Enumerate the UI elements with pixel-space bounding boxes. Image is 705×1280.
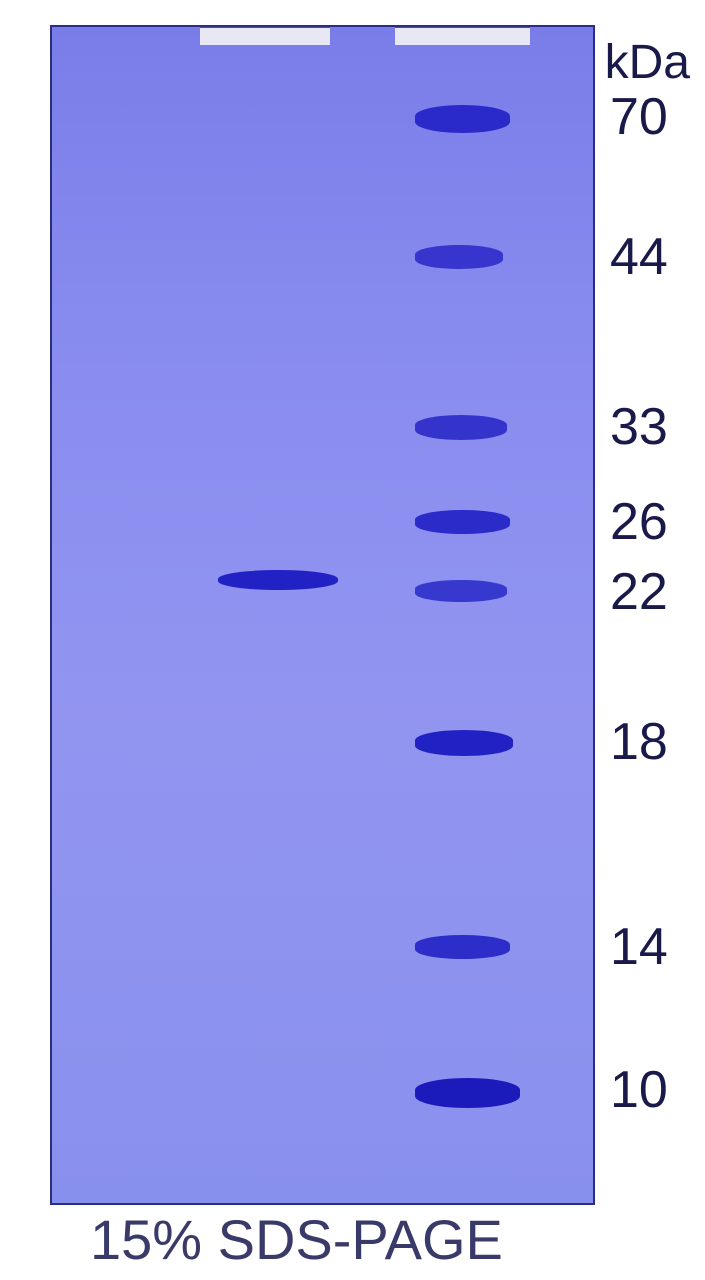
- gel-lane-area: [50, 25, 595, 1205]
- marker-band-70: [415, 105, 510, 133]
- marker-label-10: 10: [610, 1060, 668, 1120]
- sample-band-0: [218, 570, 338, 590]
- molecular-weight-unit: kDa: [605, 35, 690, 90]
- marker-label-26: 26: [610, 492, 668, 552]
- marker-label-33: 33: [610, 397, 668, 457]
- marker-label-22: 22: [610, 562, 668, 622]
- marker-band-26: [415, 510, 510, 534]
- gel-caption: 15% SDS-PAGE: [90, 1207, 503, 1272]
- marker-band-18: [415, 730, 513, 756]
- marker-band-44: [415, 245, 503, 269]
- marker-band-10: [415, 1078, 520, 1108]
- marker-label-44: 44: [610, 227, 668, 287]
- marker-band-33: [415, 415, 507, 440]
- marker-band-22: [415, 580, 507, 602]
- marker-band-14: [415, 935, 510, 959]
- gel-well-1: [395, 27, 530, 45]
- marker-label-14: 14: [610, 917, 668, 977]
- marker-label-70: 70: [610, 87, 668, 147]
- gel-well-0: [200, 27, 330, 45]
- marker-label-18: 18: [610, 712, 668, 772]
- sds-page-gel: kDa 70 44 33 26 22 18 14 10 15% SDS-PAGE: [0, 0, 705, 1280]
